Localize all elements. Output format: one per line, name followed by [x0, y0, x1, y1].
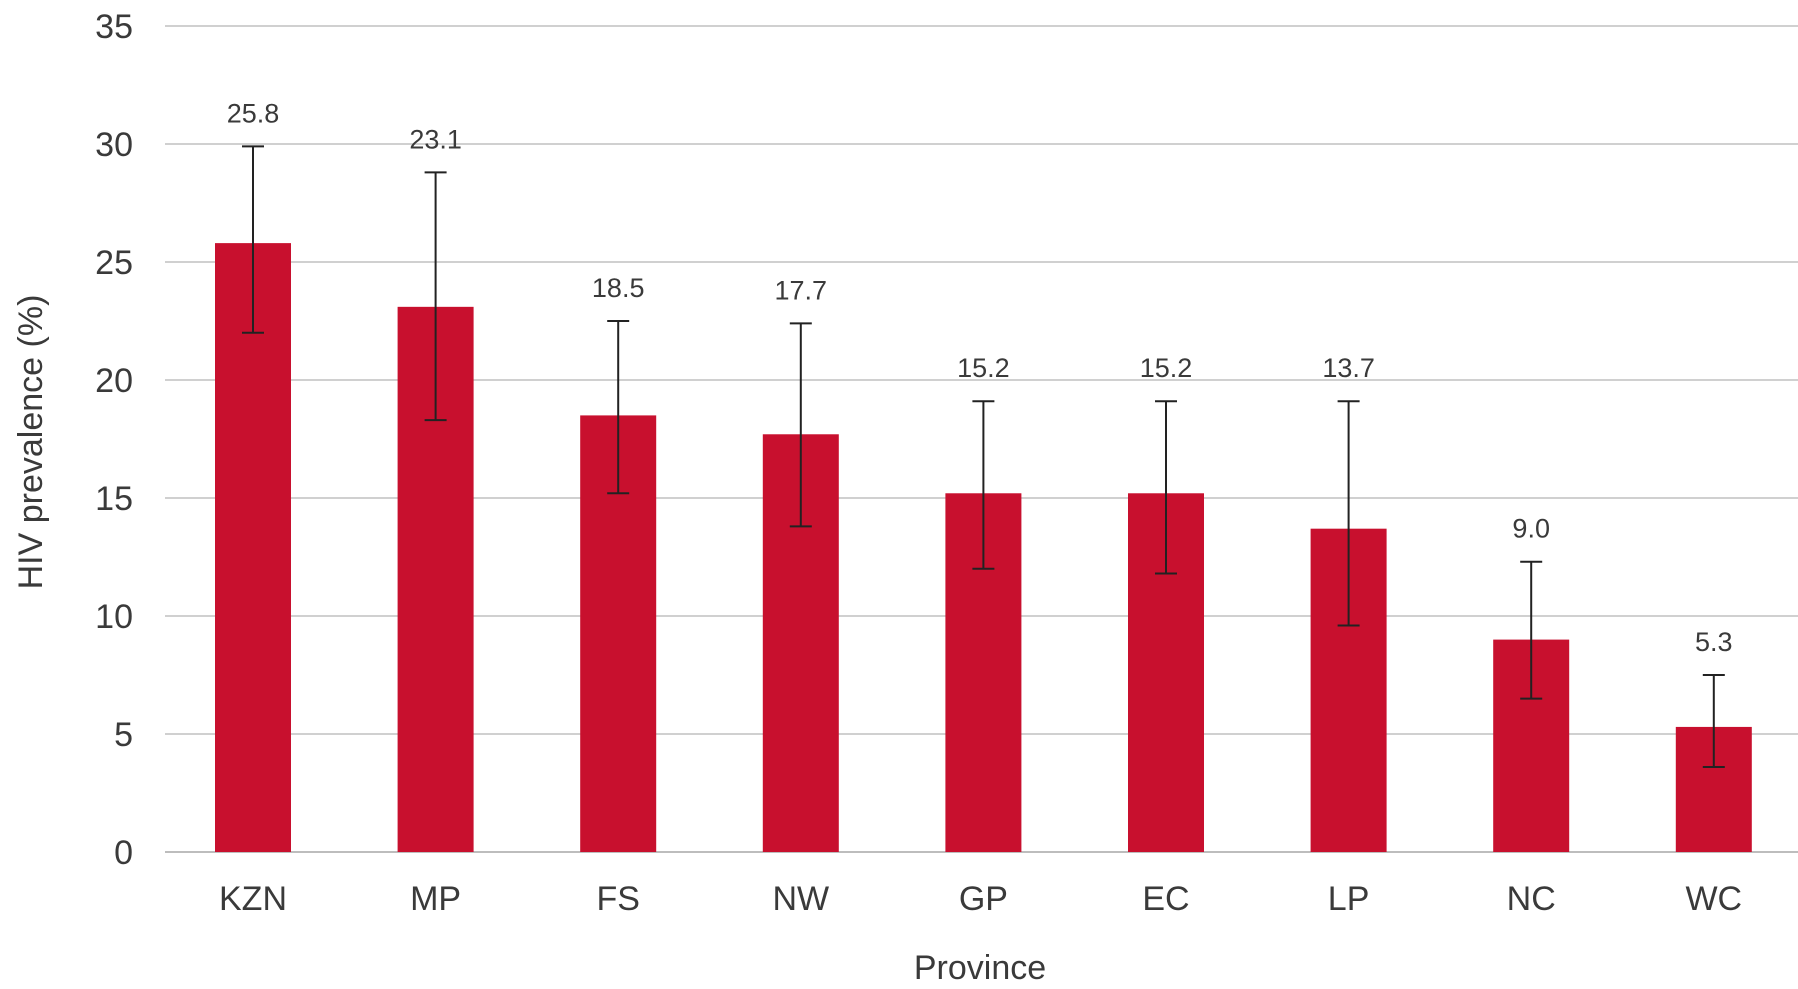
y-tick-labels: 0 5 10 15 20 25 30 35	[95, 8, 133, 872]
bars	[215, 243, 1752, 853]
y-tick-label: 10	[95, 598, 133, 636]
y-tick-label: 0	[114, 834, 133, 872]
value-label-wc: 5.3	[1695, 627, 1733, 657]
error-bar-nw	[789, 322, 812, 528]
error-bar-mp	[424, 171, 447, 422]
error-bar-wc	[1702, 674, 1725, 769]
category-label-wc: WC	[1685, 880, 1742, 918]
bar-kzn	[215, 243, 291, 852]
y-tick-label: 30	[95, 126, 133, 164]
error-bar-gp	[972, 400, 995, 570]
category-label-nc: NC	[1507, 880, 1556, 918]
value-label-kzn: 25.8	[227, 98, 280, 128]
error-bar-lp	[1337, 400, 1360, 627]
value-label-ec: 15.2	[1140, 353, 1193, 383]
value-label-gp: 15.2	[957, 353, 1010, 383]
y-tick-label: 5	[114, 716, 133, 754]
value-label-lp: 13.7	[1322, 353, 1375, 383]
y-tick-label: 15	[95, 480, 133, 518]
category-label-fs: FS	[596, 880, 639, 918]
category-label-kzn: KZN	[219, 880, 287, 918]
category-label-nw: NW	[772, 880, 829, 918]
error-bar-fs	[607, 320, 630, 495]
error-bar-ec	[1155, 400, 1177, 575]
error-bars	[242, 145, 1725, 769]
value-label-nc: 9.0	[1512, 514, 1550, 544]
value-label-nw: 17.7	[775, 275, 828, 305]
value-labels: 25.8 23.1 18.5 17.7 15.2 15.2 13.7 9.0 5.3	[227, 98, 1733, 657]
y-tick-label: 20	[95, 362, 133, 400]
y-tick-label: 25	[95, 244, 133, 282]
category-label-lp: LP	[1328, 880, 1370, 918]
y-tick-label: 35	[95, 8, 133, 46]
category-label-gp: GP	[959, 880, 1008, 918]
error-bar-kzn	[242, 145, 264, 334]
category-label-ec: EC	[1142, 880, 1189, 918]
value-label-fs: 18.5	[592, 273, 645, 303]
y-axis-title: HIV prevalence (%)	[12, 295, 50, 590]
category-labels: KZN MP FS NW GP EC LP NC WC	[219, 880, 1742, 918]
x-axis-title: Province	[914, 949, 1046, 987]
value-label-mp: 23.1	[409, 124, 462, 154]
category-label-mp: MP	[410, 880, 461, 918]
error-bar-nc	[1520, 560, 1543, 700]
